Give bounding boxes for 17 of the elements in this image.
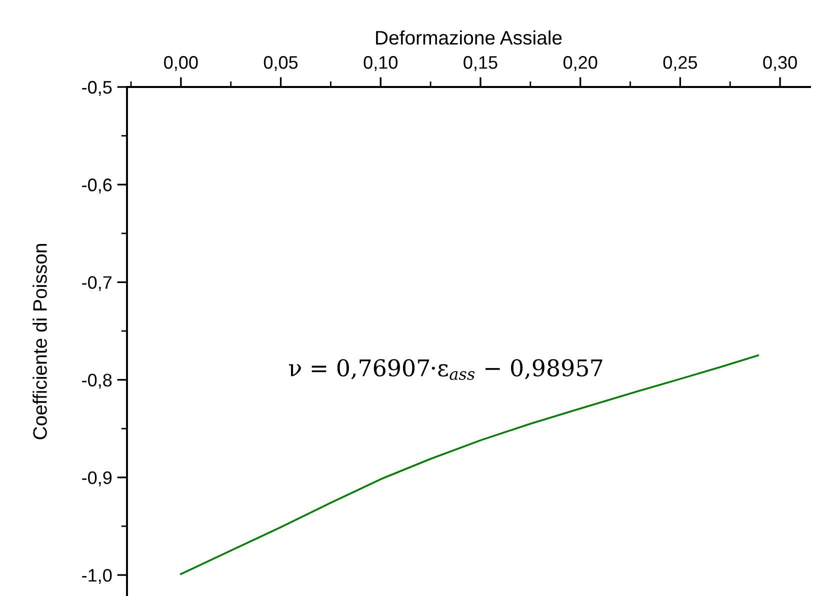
x-tick-label: 0,30 [763,56,797,71]
x-tick-label: 0,10 [364,56,398,71]
y-tick-label: -0,9 [82,471,112,486]
x-tick-label: 0,00 [164,56,198,71]
y-tick-label: -0,7 [82,276,112,292]
y-tick-label: -0,6 [82,178,112,194]
x-axis-title: Deformazione Assiale [376,30,562,45]
x-tick-label: 0,25 [663,56,698,71]
annotation: ν = 0,76907·ε$_{ass}$ − 0,98957 [289,359,602,380]
y-axis-title: Coefficiente di Poisson [32,244,47,440]
x-tick-label: 0,20 [563,56,598,71]
y-tick-label: -0,8 [82,374,112,389]
y-tick-label: -0,5 [82,80,112,96]
line-series [180,354,759,575]
y-tick-label: -1,0 [82,568,112,584]
x-tick-label: 0,05 [264,56,298,71]
x-tick-label: 0,15 [464,56,498,71]
